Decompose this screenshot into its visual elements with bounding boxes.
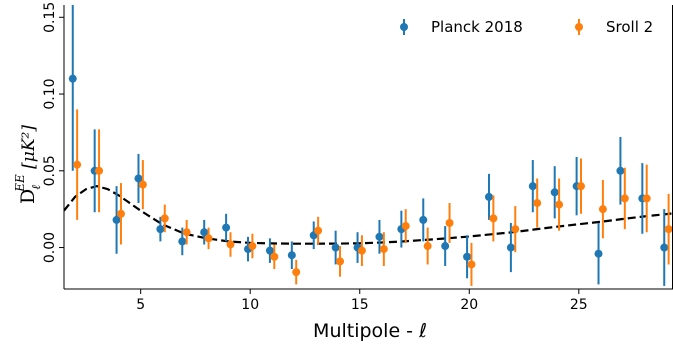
model-curve xyxy=(64,184,673,245)
series-planck-2018 xyxy=(68,5,669,286)
legend: Planck 2018 Sroll 2 xyxy=(400,18,653,36)
x-tick-label: 25 xyxy=(570,297,588,313)
data-point xyxy=(292,268,301,277)
y-tick-label: 0.15 xyxy=(42,2,58,33)
x-tick-label: 20 xyxy=(460,297,478,313)
series-sroll-2 xyxy=(73,109,673,286)
data-point xyxy=(664,225,673,234)
data-point xyxy=(178,237,187,246)
y-axis-label: DℓEE [μK²] xyxy=(13,125,43,204)
data-point xyxy=(73,160,82,169)
data-point xyxy=(248,242,257,251)
data-point xyxy=(528,182,537,191)
legend-label: Planck 2018 xyxy=(431,18,523,36)
data-point xyxy=(134,174,143,183)
y-axis-label-main: D xyxy=(17,189,39,204)
data-point xyxy=(419,215,428,224)
data-point xyxy=(484,192,493,201)
data-point xyxy=(357,246,366,255)
x-tick-label: 10 xyxy=(241,297,259,313)
legend-label: Sroll 2 xyxy=(606,18,653,36)
svg-text:DℓEE [μK²]: DℓEE [μK²] xyxy=(13,125,43,204)
data-point xyxy=(314,226,323,235)
data-point xyxy=(489,214,498,223)
data-point xyxy=(265,246,274,255)
data-point xyxy=(423,242,432,251)
y-tick-label: 0.10 xyxy=(42,78,58,109)
data-point xyxy=(594,249,603,258)
data-point xyxy=(68,74,77,83)
data-point xyxy=(463,252,472,261)
data-point xyxy=(445,218,454,227)
data-point xyxy=(511,225,520,234)
y-tick-label: 0.05 xyxy=(42,155,58,186)
data-point xyxy=(576,182,585,191)
data-point xyxy=(642,194,651,203)
data-point xyxy=(270,252,279,261)
data-point xyxy=(182,228,191,237)
data-point xyxy=(156,225,165,234)
data-point xyxy=(200,228,209,237)
data-point xyxy=(331,243,340,252)
data-point xyxy=(287,251,296,260)
legend-marker-icon xyxy=(575,23,583,31)
data-point xyxy=(616,166,625,175)
x-axis-label: Multipole - ℓ xyxy=(313,320,427,342)
data-point xyxy=(441,242,450,251)
y-axis-label-sup: EE xyxy=(13,174,27,193)
data-point xyxy=(226,240,235,249)
legend-marker-icon xyxy=(400,23,408,31)
data-point xyxy=(598,205,607,214)
data-point xyxy=(401,222,410,231)
data-point xyxy=(160,214,169,223)
y-axis-label-unit: [μK²] xyxy=(19,125,39,175)
data-point xyxy=(506,243,515,252)
data-point xyxy=(222,223,231,232)
x-tick-label: 15 xyxy=(351,297,369,313)
data-point xyxy=(550,188,559,197)
data-point xyxy=(467,260,476,269)
data-point xyxy=(95,166,104,175)
y-axis-label-sub: ℓ xyxy=(29,185,43,190)
x-tick-label: 5 xyxy=(136,297,145,313)
data-point xyxy=(116,209,125,218)
data-point xyxy=(379,245,388,254)
data-point xyxy=(138,180,147,189)
data-point xyxy=(620,194,629,203)
data-point xyxy=(204,234,213,243)
data-point xyxy=(336,257,345,266)
plot-area xyxy=(64,5,673,286)
data-point xyxy=(375,232,384,241)
data-point xyxy=(660,243,669,252)
data-point xyxy=(533,199,542,208)
data-point xyxy=(555,200,564,209)
y-tick-label: 0.00 xyxy=(42,232,58,263)
data-point xyxy=(112,215,121,224)
